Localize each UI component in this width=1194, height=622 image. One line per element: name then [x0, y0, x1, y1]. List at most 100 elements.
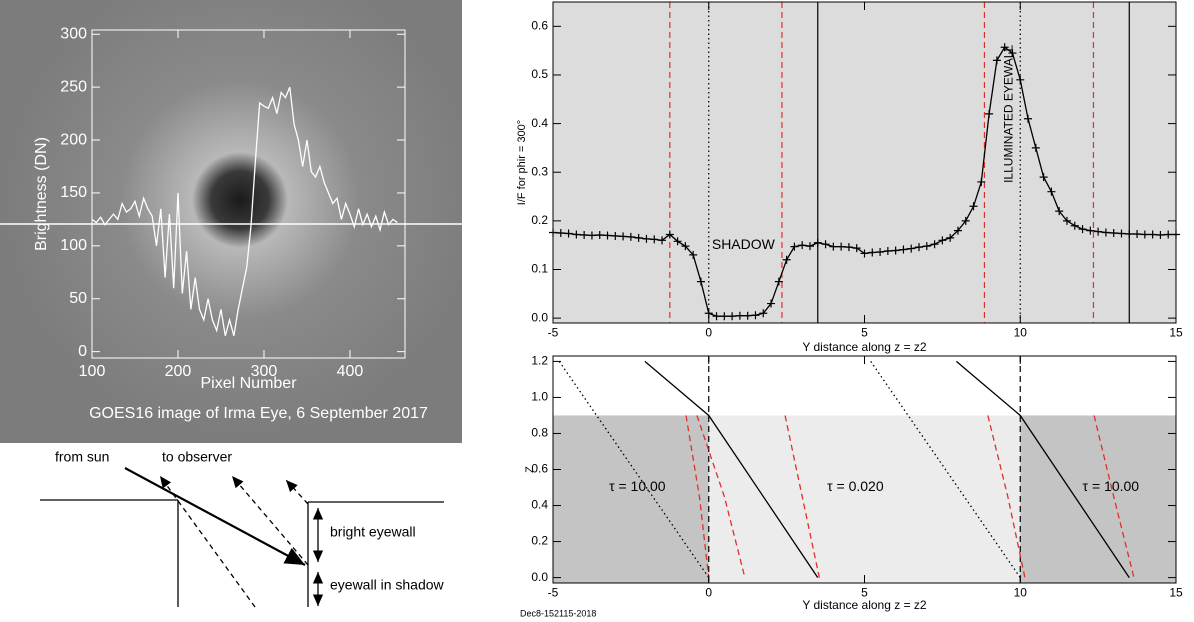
data-point: [696, 277, 705, 286]
data-point: [650, 235, 659, 244]
data-line: [558, 361, 710, 578]
x-tick-label: 300: [251, 363, 278, 380]
data-point: [1117, 229, 1126, 238]
diagram-label: to observer: [162, 449, 232, 465]
data-point: [961, 216, 970, 225]
data-point: [930, 240, 939, 249]
data-point: [665, 230, 674, 239]
y-tick-label: 0.3: [531, 164, 548, 178]
data-point: [938, 236, 947, 245]
y-tick-label: 200: [60, 131, 87, 148]
y-axis-label: I/F for phir = 300°: [516, 120, 528, 205]
geometry-diagram: [40, 467, 444, 608]
annotation: τ = 10.00: [1083, 478, 1140, 494]
data-point: [992, 56, 1001, 65]
y-tick-label: 0.6: [531, 18, 548, 32]
annotation: SHADOW: [712, 236, 776, 252]
data-point: [805, 242, 814, 251]
y-tick-label: 150: [60, 184, 87, 201]
data-point: [1094, 227, 1103, 236]
y-tick-label: 300: [60, 25, 87, 42]
data-point: [751, 311, 760, 320]
data-point: [953, 226, 962, 235]
data-point: [852, 244, 861, 253]
data-point: [1078, 225, 1087, 234]
x-tick-label: 400: [337, 363, 364, 380]
data-point: [946, 233, 955, 242]
y-tick-label: 0.8: [531, 426, 548, 440]
diagram-label: from sun: [55, 449, 109, 465]
data-point: [587, 231, 596, 240]
y-tick-label: 0.4: [531, 498, 548, 512]
data-point: [1125, 229, 1134, 238]
x-tick-label: 200: [165, 363, 192, 380]
data-point: [595, 230, 604, 239]
data-point: [626, 232, 635, 241]
data-point: [681, 242, 690, 251]
data-line: [1093, 415, 1135, 578]
image-caption: GOES16 image of Irma Eye, 6 September 20…: [89, 405, 428, 422]
data-point: [1024, 114, 1033, 123]
data-line: [685, 415, 710, 578]
data-point: [735, 311, 744, 320]
plot: SHADOW ILLUMINATED EYEWALL -5 0 5 10 15 0.0 0.1 0…: [516, 1, 1183, 354]
region: [1020, 415, 1176, 583]
x-tick-label: 0: [705, 585, 712, 599]
data-point: [1156, 230, 1165, 239]
footnote: Dec8-152115-2018: [520, 608, 596, 618]
data-point: [1140, 230, 1149, 239]
data-line: [696, 415, 746, 578]
data-point: [642, 234, 651, 243]
data-point: [759, 309, 768, 318]
data-point: [1109, 229, 1118, 238]
data-point: [1008, 49, 1017, 58]
y-tick-label: 50: [69, 290, 87, 307]
data-point: [1070, 221, 1079, 230]
data-point: [611, 231, 620, 240]
y-tick-label: 0.2: [531, 213, 548, 227]
y-tick-label: 0: [78, 343, 87, 360]
plot: τ = 10.00 τ = 0.020 τ = 10.00 -5 0 5 10 15 0.0 0.…: [520, 354, 1183, 619]
data-point: [1047, 187, 1056, 196]
data-point: [1101, 228, 1110, 237]
data-point: [837, 242, 846, 251]
data-point: [891, 246, 900, 255]
data-point: [844, 243, 853, 252]
data-point: [860, 249, 869, 258]
data-point: [1055, 207, 1064, 216]
data-point: [1000, 43, 1009, 52]
y-axis-label: Brightness (DN): [33, 137, 50, 251]
x-axis-label: Y distance along z = z2: [802, 340, 927, 354]
x-tick-label: 10: [1014, 325, 1028, 339]
x-tick-label: 5: [861, 325, 868, 339]
data-line: [91, 86, 398, 336]
y-tick-label: 0.6: [531, 462, 548, 476]
data-point: [876, 247, 885, 256]
y-tick-label: 0.2: [531, 534, 548, 548]
data-point: [821, 240, 830, 249]
plot-background: [553, 2, 1176, 323]
data-point: [798, 241, 807, 250]
data-point: [1031, 143, 1040, 152]
x-tick-label: 100: [79, 363, 106, 380]
data-line: [987, 415, 1026, 578]
data-point: [782, 255, 791, 264]
x-tick-label: 10: [1014, 585, 1028, 599]
y-tick-label: 0.0: [531, 570, 548, 584]
data-point: [813, 238, 822, 247]
data-point: [899, 245, 908, 254]
diagram-label: bright eyewall: [330, 524, 416, 540]
plot-frame: [91, 29, 406, 359]
data-point: [907, 244, 916, 253]
x-tick-label: -5: [548, 325, 559, 339]
data-line: [955, 360, 1130, 578]
x-tick-label: 15: [1169, 325, 1183, 339]
x-tick-label: 15: [1169, 585, 1183, 599]
data-point: [580, 230, 589, 239]
data-point: [774, 277, 783, 286]
x-tick-label: 0: [705, 325, 712, 339]
data-point: [1039, 173, 1048, 182]
x-tick-label: 5: [861, 585, 868, 599]
annotation: τ = 10.00: [609, 478, 666, 494]
